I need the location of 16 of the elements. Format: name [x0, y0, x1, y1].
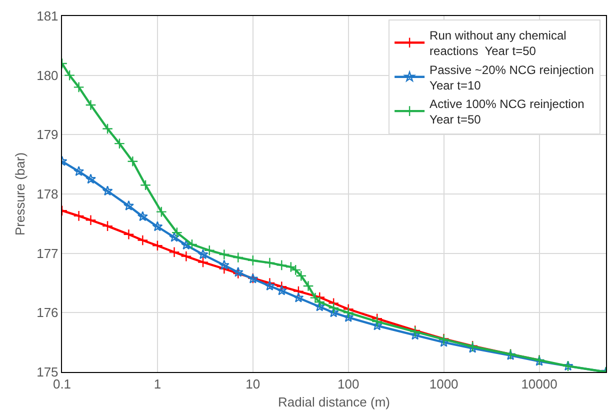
y-tick-label: 178: [36, 186, 58, 202]
y-tick-label: 179: [36, 127, 58, 142]
legend-label: Passive ~20% NCG reinjection Year t=10: [430, 62, 594, 92]
x-tick-label: 10: [246, 376, 260, 392]
legend-label: Run without any chemical reactions Year t=50: [430, 28, 566, 58]
y-tick-label: 177: [36, 246, 58, 261]
y-tick-label: 181: [36, 8, 58, 24]
x-tick-label: 1000: [429, 376, 458, 392]
x-tick-label: 10000: [521, 376, 558, 392]
y-axis-title: Pressure (bar): [12, 152, 28, 236]
x-axis-title: Radial distance (m): [278, 394, 390, 410]
x-tick-label: 100: [338, 376, 360, 392]
x-tick-label: 1: [154, 376, 162, 392]
y-tick-label: 180: [36, 68, 58, 83]
legend-label: Active 100% NCG reinjection Year t=50: [430, 96, 584, 127]
y-tick-label: 176: [36, 305, 58, 320]
